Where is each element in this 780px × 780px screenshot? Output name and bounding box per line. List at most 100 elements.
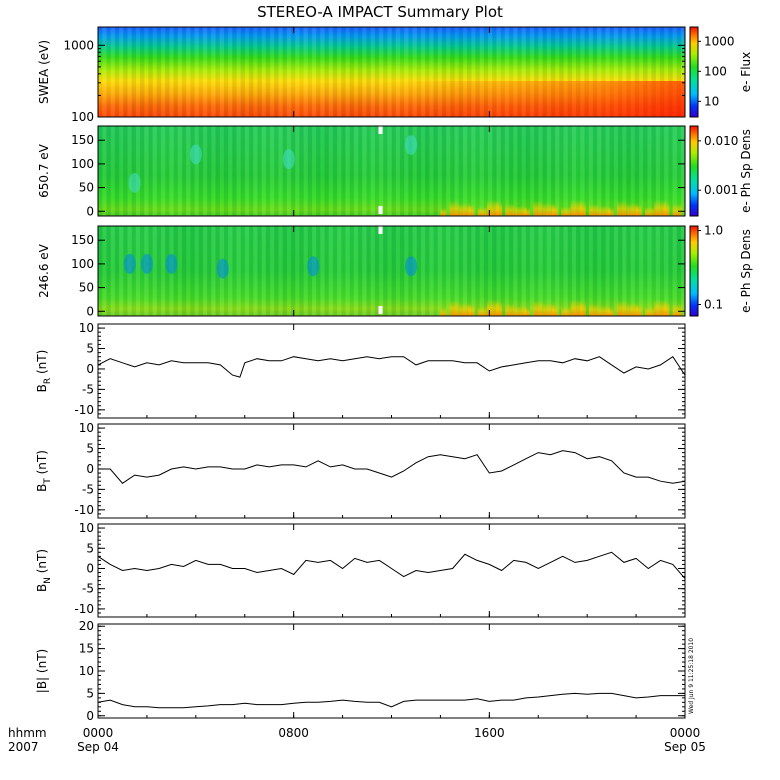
- spectrogram-texture: [500, 226, 506, 316]
- spectrogram-texture: [617, 126, 623, 216]
- spectrogram-texture: [328, 226, 334, 316]
- spectrogram-warm-patch: [570, 300, 583, 316]
- spectrogram-image: [98, 126, 685, 216]
- spectrogram-warm-patch: [440, 308, 447, 316]
- spectrogram-texture: [391, 27, 396, 117]
- spectrogram-texture: [609, 27, 615, 117]
- spectrogram-texture: [232, 226, 237, 316]
- colorbar: 10 100 1000 e- Flux: [689, 26, 753, 118]
- x-tick-label: 0000: [670, 726, 701, 740]
- spectrogram-texture: [152, 27, 157, 117]
- panel-frame: [97, 323, 686, 419]
- spectrogram-warm-patch: [654, 300, 667, 316]
- spectrogram-warm-patch: [626, 303, 639, 316]
- spectrogram-texture: [169, 126, 174, 216]
- spectrogram-texture: [110, 126, 116, 216]
- spectrogram-texture: [437, 126, 443, 216]
- spectrogram-warm-patch: [449, 301, 459, 316]
- spectrogram-texture: [148, 126, 153, 216]
- spectrogram-warm-patch: [626, 203, 639, 216]
- spectrogram-texture: [521, 126, 526, 216]
- spectrogram-texture: [647, 226, 652, 316]
- spectrogram-texture: [408, 126, 413, 216]
- y-tick-label: 150: [71, 233, 94, 247]
- timestamp-label: Wed Jun 9 11:25:18 2010: [688, 638, 695, 714]
- spectrogram-texture: [471, 27, 476, 117]
- spectrogram-texture: [98, 27, 103, 117]
- panel-frame: [97, 523, 686, 618]
- spectrogram-texture: [555, 226, 560, 316]
- spectrogram-texture: [626, 126, 631, 216]
- spectrogram-texture: [575, 226, 581, 316]
- y-tick-label: -10: [74, 503, 94, 517]
- spectrogram-texture: [186, 226, 191, 316]
- spectrogram-texture: [441, 126, 447, 216]
- spectrogram-texture: [139, 27, 145, 117]
- spectrogram-texture: [529, 126, 535, 216]
- spectrogram-texture: [492, 126, 497, 216]
- spectrogram-warm-patch: [533, 301, 543, 316]
- spectrogram-texture: [605, 226, 610, 316]
- spectrogram-texture: [659, 126, 665, 216]
- x-corner-label-hhmm: hhmm: [8, 726, 47, 740]
- spectrogram-texture: [395, 126, 401, 216]
- spectrogram-texture: [563, 126, 568, 216]
- spectrogram-texture: [144, 126, 149, 216]
- spectrogram-texture: [257, 126, 262, 216]
- spectrogram-warm-patch: [617, 201, 627, 216]
- spectrogram-texture: [387, 27, 392, 117]
- spectrogram-texture: [190, 126, 195, 216]
- spectrogram-texture: [332, 27, 338, 117]
- spectrogram-texture: [441, 226, 447, 316]
- spectrogram-texture: [425, 226, 430, 316]
- spectrogram-texture: [504, 126, 510, 216]
- spectrogram-texture: [601, 226, 606, 316]
- spectrogram-texture: [383, 226, 388, 316]
- spectrogram-texture: [261, 126, 267, 216]
- colorbar: 0.001 0.010 e- Ph Sp Dens: [689, 125, 753, 217]
- spectrogram-warm-patch: [589, 304, 599, 316]
- spectrogram-texture: [110, 226, 116, 316]
- spectrogram-texture: [383, 126, 388, 216]
- spectrogram-texture: [316, 27, 321, 117]
- data-gap-mark: [378, 306, 383, 314]
- y-tick-label: 10: [79, 521, 94, 535]
- spectrogram-texture: [98, 226, 103, 316]
- spectrogram-texture: [118, 27, 124, 117]
- spectrogram-texture: [173, 27, 178, 117]
- spectrogram-texture: [324, 226, 329, 316]
- spectrogram-texture: [253, 27, 258, 117]
- spectrogram-warm-patch: [570, 200, 583, 216]
- spectrogram-texture: [303, 226, 308, 316]
- spectrogram-texture: [517, 226, 522, 316]
- spectrogram-texture: [680, 126, 686, 216]
- spectrogram-texture: [592, 126, 598, 216]
- spectrogram-warm-patch: [524, 208, 531, 216]
- spectrogram-texture: [202, 126, 208, 216]
- spectrogram-cyan-blob: [282, 149, 295, 170]
- spectrogram-texture: [307, 27, 313, 117]
- spectrogram-texture: [504, 27, 510, 117]
- spectrogram-texture: [114, 27, 120, 117]
- y-tick-label: -5: [82, 482, 94, 496]
- spectrogram-texture: [261, 27, 267, 117]
- y-tick-label: 5: [86, 541, 94, 555]
- spectrogram-texture: [580, 27, 585, 117]
- spectrogram-texture: [244, 27, 250, 117]
- spectrogram-texture: [248, 27, 254, 117]
- spectrogram-texture: [492, 27, 497, 117]
- spectrogram-texture: [177, 226, 183, 316]
- spectrogram-warm-patch: [561, 207, 571, 216]
- spectrogram-texture: [387, 226, 392, 316]
- spectrogram-texture: [609, 226, 615, 316]
- spectrogram-warm-patch: [496, 202, 503, 216]
- spectrogram-texture: [227, 126, 233, 216]
- spectrogram-texture: [290, 126, 296, 216]
- spectrogram-texture: [622, 226, 627, 316]
- spectrogram-texture: [613, 27, 619, 117]
- spectrogram-texture: [626, 226, 631, 316]
- line-panel-4: 0 5 10 15 20 |B| (nT): [35, 619, 686, 723]
- spectrogram-texture: [240, 226, 246, 316]
- spectrogram-texture: [211, 226, 216, 316]
- spectrogram-texture: [169, 27, 174, 117]
